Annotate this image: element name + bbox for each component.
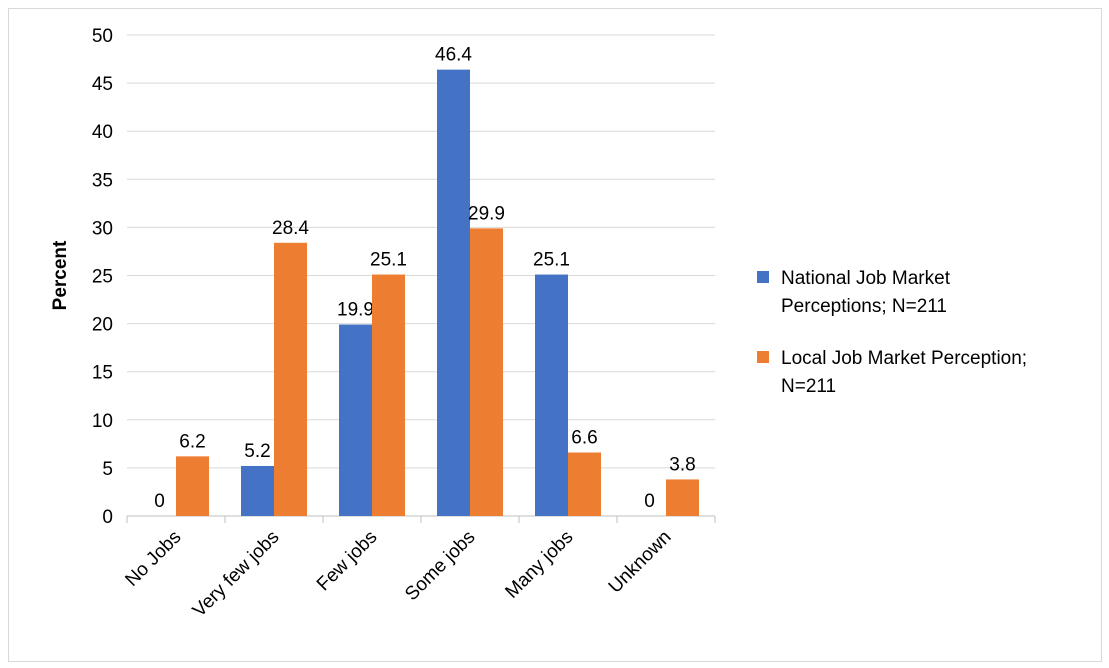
y-tick-label: 25: [92, 267, 113, 288]
data-label: 0: [644, 491, 655, 512]
data-label: 5.2: [244, 441, 270, 462]
data-label: 46.4: [435, 45, 472, 66]
bar-local: [568, 452, 601, 516]
data-label: 6.2: [179, 431, 205, 452]
data-label: 25.1: [370, 250, 407, 271]
data-label: 3.8: [669, 454, 695, 475]
legend-swatch: [757, 351, 769, 363]
y-tick-label: 20: [92, 315, 113, 336]
bar-national: [241, 465, 274, 516]
legend-entry: National Job Market Perceptions; N=211: [781, 268, 951, 317]
y-axis-title: Percent: [50, 240, 71, 310]
legend-entry: Local Job Market Perception; N=211: [781, 348, 1027, 397]
bar-national: [339, 324, 372, 516]
bar-local: [470, 228, 503, 516]
bar-national: [437, 69, 470, 516]
x-tick-label: Some jobs: [401, 527, 479, 605]
y-tick-label: 40: [92, 122, 113, 143]
y-tick-label: 10: [92, 411, 113, 432]
y-tick-label: 15: [92, 363, 113, 384]
x-tick-label: Very few jobs: [189, 527, 284, 622]
data-label: 0: [154, 491, 165, 512]
y-tick-label: 0: [102, 507, 113, 528]
legend-swatch: [757, 271, 769, 283]
x-tick-label: Many jobs: [501, 527, 577, 603]
data-label: 25.1: [533, 250, 570, 271]
bar-local: [372, 274, 405, 516]
data-label: 6.6: [571, 428, 597, 449]
y-tick-label: 50: [92, 26, 113, 47]
bar-national: [535, 274, 568, 516]
y-tick-label: 35: [92, 170, 113, 191]
bar-local: [176, 456, 209, 516]
data-label: 28.4: [272, 218, 309, 239]
y-tick-label: 5: [102, 459, 113, 480]
bar-local: [666, 479, 699, 516]
y-tick-label: 45: [92, 74, 113, 95]
bar-local: [274, 242, 307, 517]
x-tick-label: Few jobs: [313, 527, 382, 596]
data-label: 19.9: [337, 300, 374, 321]
y-tick-label: 30: [92, 218, 113, 239]
data-label: 29.9: [468, 203, 505, 224]
x-tick-label: No Jobs: [121, 527, 185, 591]
x-tick-label: Unknown: [605, 527, 676, 598]
